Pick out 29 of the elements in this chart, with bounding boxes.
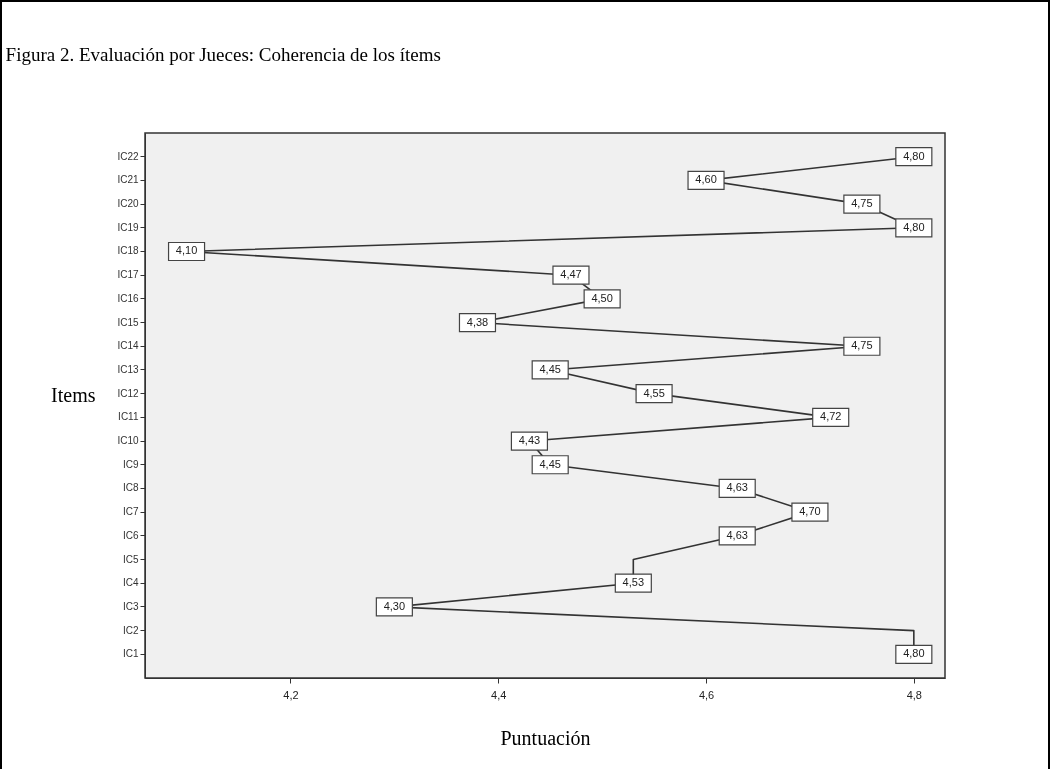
y-tick-label: IC16 bbox=[117, 292, 139, 304]
y-tick-label: IC4 bbox=[122, 577, 139, 589]
chart-title: Figura 2. Evaluación por Jueces: Coherencia de los ítems bbox=[5, 44, 441, 65]
y-tick-label: IC5 bbox=[122, 553, 139, 565]
y-tick-label: IC11 bbox=[118, 411, 139, 423]
y-tick-label: IC21 bbox=[117, 174, 139, 186]
y-tick-label: IC12 bbox=[117, 387, 139, 399]
y-tick-label: IC13 bbox=[117, 363, 139, 375]
y-tick-label: IC19 bbox=[117, 221, 139, 233]
y-tick-label: IC22 bbox=[117, 150, 139, 162]
x-tick-label: 4,8 bbox=[906, 688, 922, 701]
x-tick-label: 4,6 bbox=[698, 688, 715, 701]
y-axis-title: Items bbox=[51, 383, 96, 406]
y-tick-label: IC7 bbox=[122, 506, 139, 518]
y-tick-label: IC20 bbox=[117, 198, 139, 210]
y-tick-label: IC1 bbox=[122, 648, 139, 660]
y-tick-label: IC18 bbox=[117, 245, 139, 257]
y-tick-label: IC2 bbox=[122, 624, 139, 636]
y-tick-label: IC6 bbox=[122, 529, 139, 541]
x-axis-title: Puntuación bbox=[500, 726, 591, 749]
y-tick-label: IC3 bbox=[122, 600, 139, 612]
x-tick-label: 4,4 bbox=[491, 688, 507, 701]
y-tick-label: IC17 bbox=[117, 269, 139, 281]
y-tick-label: IC9 bbox=[122, 458, 139, 470]
y-tick-label: IC10 bbox=[117, 435, 139, 447]
y-tick-label: IC8 bbox=[122, 482, 139, 494]
y-tick-label: IC15 bbox=[117, 316, 139, 328]
y-tick-label: IC14 bbox=[117, 340, 139, 352]
x-tick-label: 4,2 bbox=[283, 688, 299, 701]
